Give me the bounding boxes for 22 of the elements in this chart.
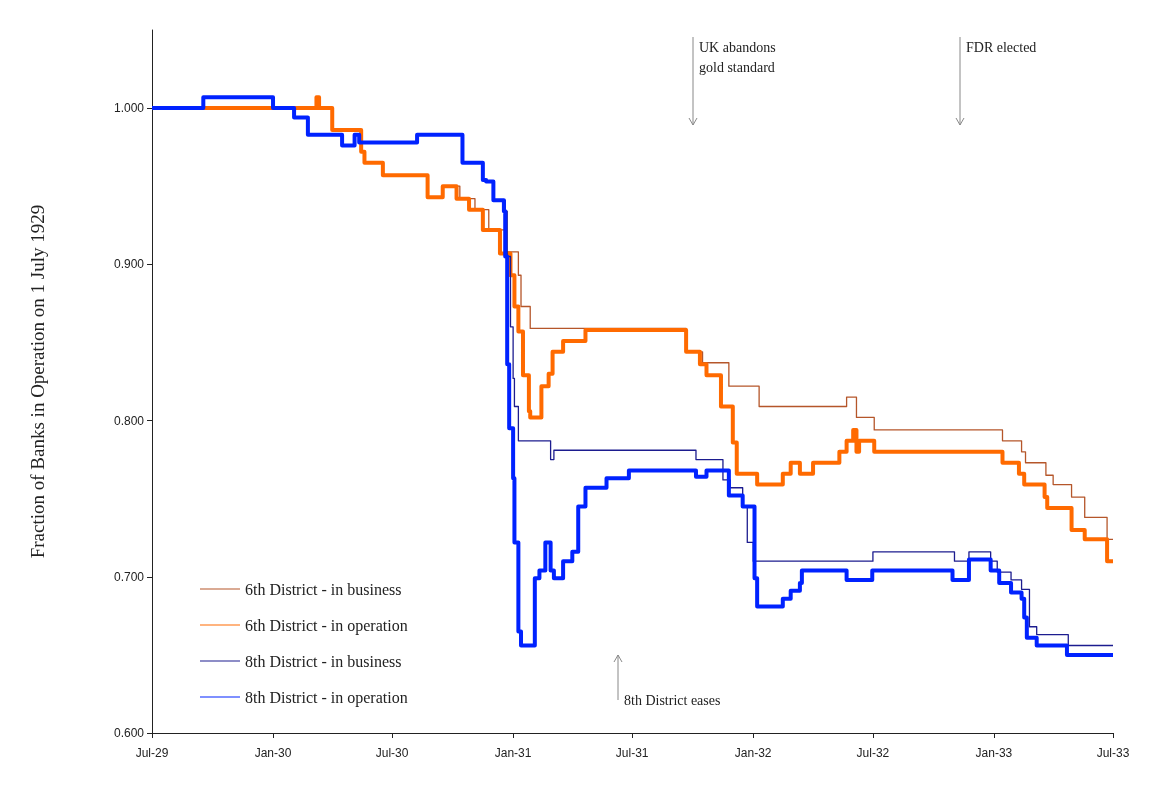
y-tick-label: 0.900 bbox=[113, 257, 145, 272]
y-tick-label: 0.700 bbox=[113, 569, 145, 584]
y-tick-label: 1.000 bbox=[113, 101, 145, 116]
annotation: FDR elected bbox=[966, 39, 1037, 55]
annotation: UK abandons gold standard bbox=[699, 39, 776, 75]
y-axis-title: Fraction of Banks in Operation on 1 July 1929 bbox=[27, 204, 48, 559]
x-tick-label: Jan-30 bbox=[254, 746, 292, 760]
x-tick-label: Jan-32 bbox=[734, 746, 772, 760]
y-tick-label: 0.600 bbox=[113, 726, 145, 740]
legend-label: 6th District - in business bbox=[245, 580, 402, 598]
x-tick-label: Jan-33 bbox=[975, 746, 1013, 760]
x-tick-label: Jul-30 bbox=[375, 746, 409, 760]
annotation: 8th District eases bbox=[624, 692, 721, 708]
x-tick-label: Jul-32 bbox=[856, 746, 890, 760]
x-tick-label: Jan-31 bbox=[494, 746, 532, 760]
x-tick-label: Jul-31 bbox=[615, 746, 649, 760]
x-tick-label: Jul-33 bbox=[1096, 746, 1130, 760]
legend-label: 8th District - in operation bbox=[245, 688, 408, 707]
x-tick-label: Jul-29 bbox=[135, 746, 169, 760]
legend-label: 8th District - in business bbox=[245, 652, 402, 670]
legend-label: 6th District - in operation bbox=[245, 616, 408, 635]
y-tick-label: 0.800 bbox=[113, 413, 145, 428]
